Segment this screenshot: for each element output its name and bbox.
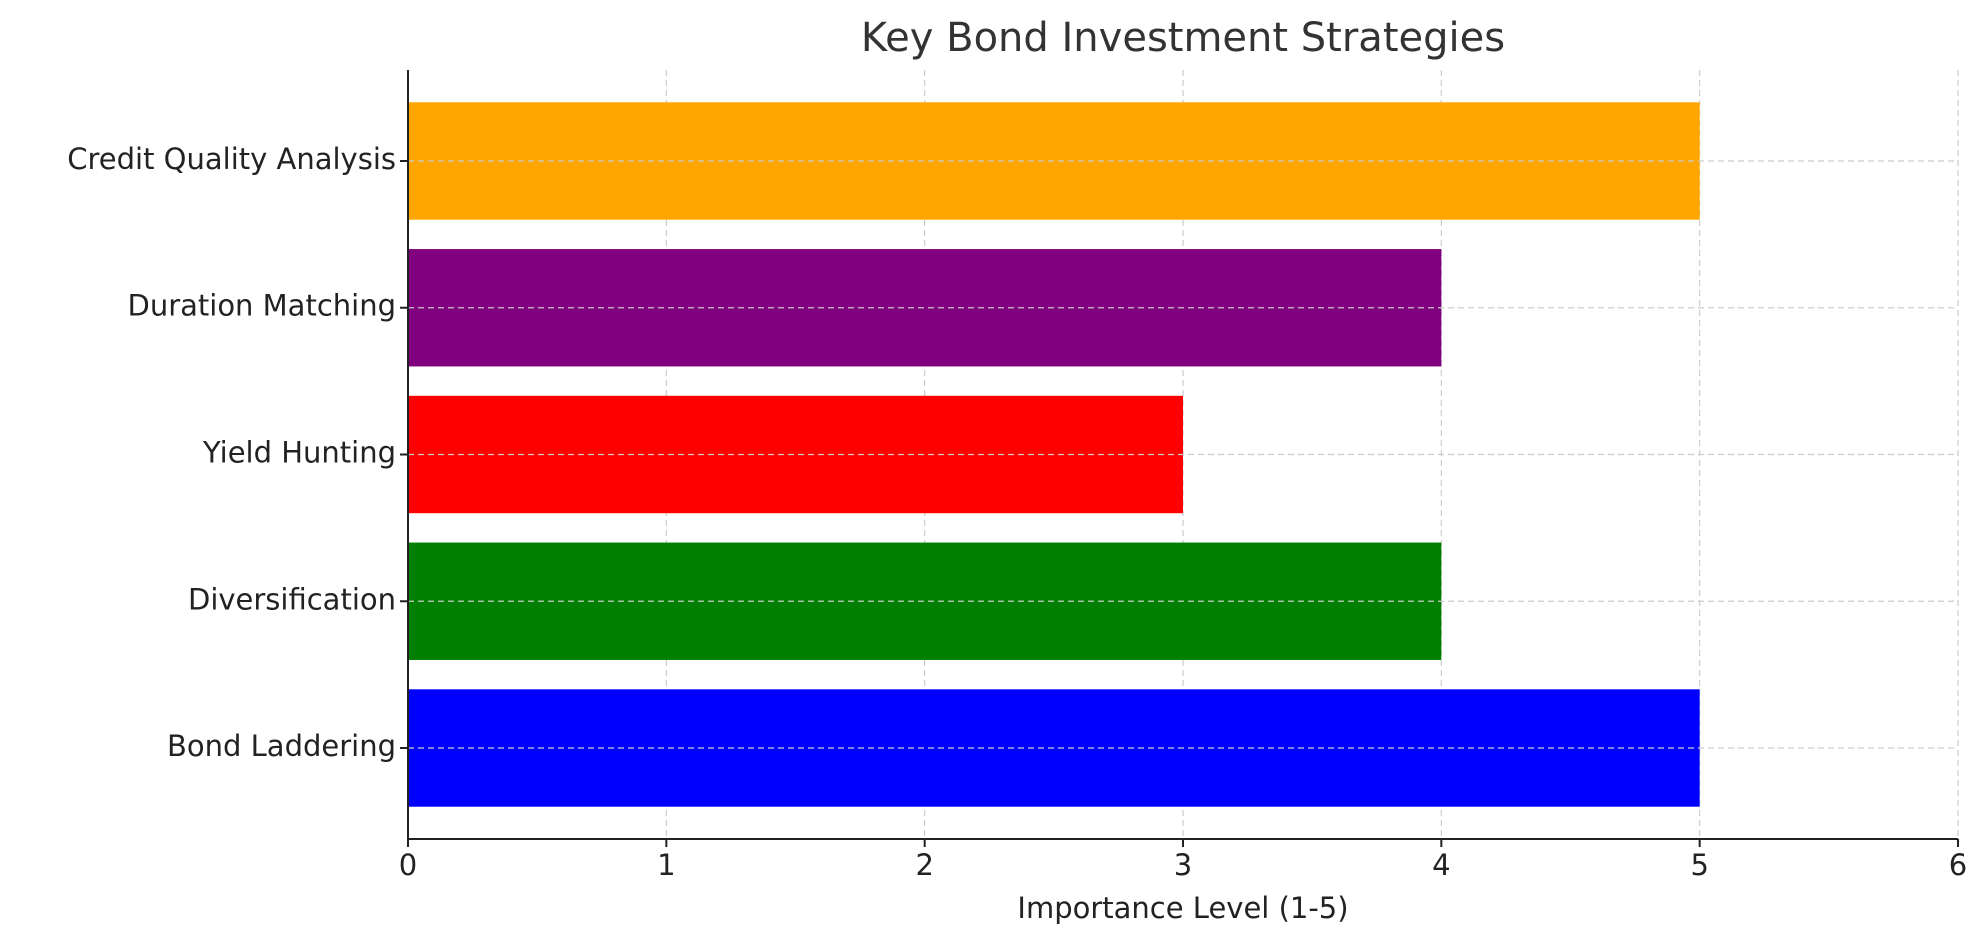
y-tick-label: Diversification <box>188 582 396 616</box>
x-tick-label: 5 <box>1690 848 1708 882</box>
x-tick-label: 4 <box>1432 848 1450 882</box>
y-tick-label: Bond Laddering <box>167 729 396 763</box>
bar <box>408 395 1183 514</box>
x-axis-label: Importance Level (1-5) <box>1017 891 1348 925</box>
y-tick-label: Credit Quality Analysis <box>67 142 396 176</box>
x-tick-label: 2 <box>915 848 933 882</box>
y-tick-label: Yield Hunting <box>202 436 396 470</box>
x-tick-label: 3 <box>1174 848 1192 882</box>
x-tick-label: 1 <box>657 848 675 882</box>
x-tick-label: 0 <box>399 848 417 882</box>
chart-title: Key Bond Investment Strategies <box>861 15 1505 61</box>
x-tick-label: 6 <box>1949 848 1967 882</box>
y-tick-label: Duration Matching <box>127 289 396 323</box>
